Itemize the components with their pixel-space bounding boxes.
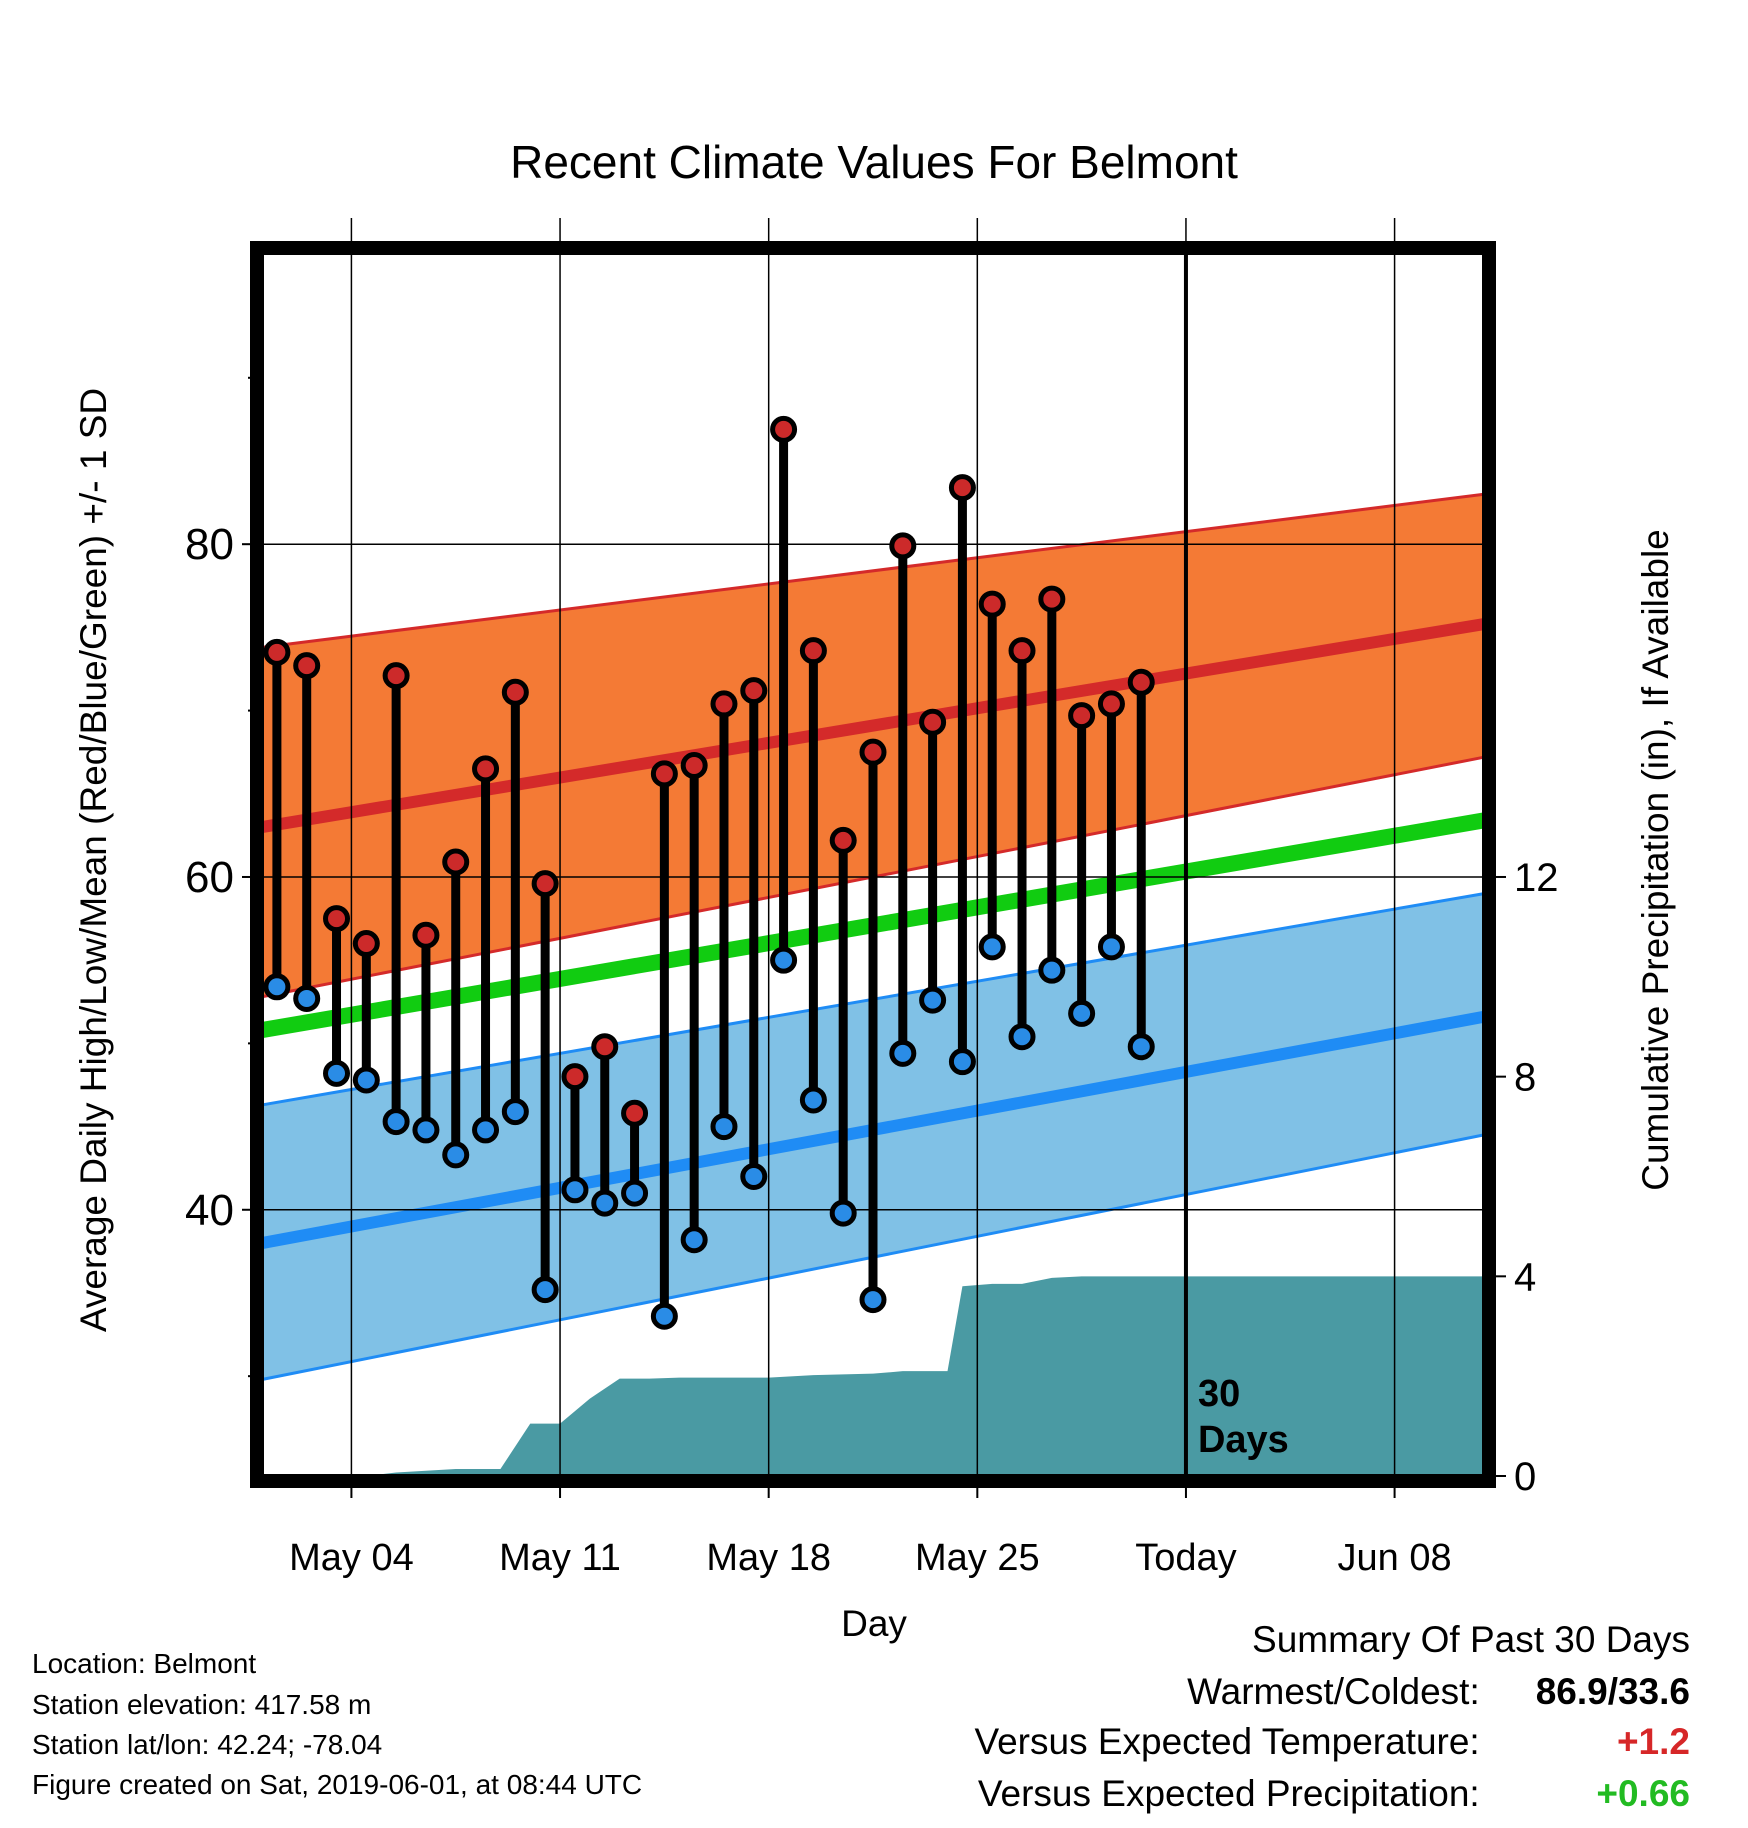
daily-high-point <box>1068 702 1096 730</box>
daily-low-point <box>323 1059 351 1087</box>
daily-high-point <box>442 848 470 876</box>
daily-high-point <box>293 652 321 680</box>
daily-high-point <box>412 921 440 949</box>
daily-low-point <box>710 1113 738 1141</box>
daily-high-point <box>561 1063 589 1091</box>
daily-high-point <box>1008 637 1036 665</box>
daily-high-point <box>591 1033 619 1061</box>
elevation-text: Station elevation: 417.58 m <box>32 1689 372 1720</box>
daily-low-point <box>293 984 321 1012</box>
daily-high-point <box>263 638 291 666</box>
y2-tick-label: 0 <box>1514 1455 1536 1499</box>
daily-high-point <box>799 637 827 665</box>
daily-low-point <box>770 946 798 974</box>
daily-low-point <box>799 1086 827 1114</box>
daily-low-point <box>740 1162 768 1190</box>
daily-high-point <box>1097 690 1125 718</box>
daily-low-point <box>1127 1033 1155 1061</box>
y-tick-label: 60 <box>185 853 234 902</box>
daily-low-point <box>382 1108 410 1136</box>
x-tick-label: Today <box>1135 1537 1236 1579</box>
latlon-text: Station lat/lon: 42.24; -78.04 <box>32 1729 383 1760</box>
daily-high-point <box>531 870 559 898</box>
created-text: Figure created on Sat, 2019-06-01, at 08… <box>32 1769 643 1800</box>
y2-tick-label: 4 <box>1514 1255 1536 1299</box>
daily-low-point <box>531 1276 559 1304</box>
daily-high-point <box>948 474 976 502</box>
daily-low-point <box>948 1048 976 1076</box>
precip-area <box>262 1276 1484 1476</box>
summary-warm-cold: Warmest/Coldest: 86.9/33.6 <box>1187 1670 1690 1714</box>
chart-title: Recent Climate Values For Belmont <box>510 136 1238 188</box>
daily-low-point <box>412 1116 440 1144</box>
daily-high-point <box>323 905 351 933</box>
precip-vs-expected-value: +0.66 <box>1596 1773 1690 1814</box>
x-tick-label: May 18 <box>706 1537 831 1579</box>
warm-cold-label: Warmest/Coldest: <box>1187 1671 1480 1712</box>
daily-low-point <box>621 1179 649 1207</box>
daily-low-point <box>561 1176 589 1204</box>
daily-low-point <box>1068 999 1096 1027</box>
daily-high-point <box>650 760 678 788</box>
daily-low-point <box>1097 933 1125 961</box>
daily-low-point <box>650 1302 678 1330</box>
summary-precip: Versus Expected Precipitation: +0.66 <box>978 1772 1690 1816</box>
daily-low-point <box>978 933 1006 961</box>
normal-high-line <box>261 618 1485 833</box>
daily-low-point <box>442 1141 470 1169</box>
temp-vs-expected-label: Versus Expected Temperature: <box>974 1721 1480 1762</box>
daily-high-point <box>770 415 798 443</box>
y2-tick-label: 12 <box>1514 856 1559 900</box>
daily-high-point <box>382 662 410 690</box>
x-tick-label: May 25 <box>915 1537 1040 1579</box>
daily-high-point <box>1038 585 1066 613</box>
y-tick-label: 80 <box>185 520 234 569</box>
daily-high-point <box>919 708 947 736</box>
daily-low-point <box>859 1286 887 1314</box>
daily-high-point <box>501 678 529 706</box>
daily-low-point <box>919 986 947 1014</box>
daily-low-point <box>263 973 291 1001</box>
daily-low-point <box>591 1189 619 1217</box>
daily-high-point <box>1127 668 1155 696</box>
x-tick-label: Jun 08 <box>1338 1537 1452 1579</box>
daily-low-point <box>889 1039 917 1067</box>
daily-high-point <box>829 826 857 854</box>
daily-high-point <box>472 755 500 783</box>
y2-tick-label: 8 <box>1514 1056 1536 1100</box>
y-axis-label: Average Daily High/Low/Mean (Red/Blue/Gr… <box>73 388 114 1332</box>
daily-low-point <box>1038 956 1066 984</box>
y2-axis-label: Cumulative Precipitation (in), If Availa… <box>1635 529 1676 1191</box>
temp-vs-expected-value: +1.2 <box>1616 1721 1690 1762</box>
summary-title: Summary Of Past 30 Days <box>1252 1619 1690 1660</box>
summary-temp: Versus Expected Temperature: +1.2 <box>974 1720 1690 1764</box>
x-axis-label: Day <box>841 1603 907 1644</box>
location-text: Location: Belmont <box>32 1648 257 1679</box>
daily-low-point <box>352 1066 380 1094</box>
daily-high-point <box>978 590 1006 618</box>
daily-high-point <box>740 677 768 705</box>
today-days-label: Days <box>1198 1419 1289 1461</box>
daily-high-point <box>352 930 380 958</box>
daily-high-point <box>680 751 708 779</box>
daily-low-point <box>501 1098 529 1126</box>
daily-low-point <box>472 1116 500 1144</box>
x-tick-label: May 11 <box>499 1537 621 1579</box>
daily-low-point <box>1008 1023 1036 1051</box>
precip-vs-expected-label: Versus Expected Precipitation: <box>977 1773 1480 1814</box>
plot-frame <box>250 241 1496 1488</box>
daily-high-point <box>621 1099 649 1127</box>
daily-high-point <box>710 690 738 718</box>
today-days-number: 30 <box>1198 1373 1240 1415</box>
y-tick-label: 40 <box>185 1186 234 1235</box>
x-tick-label: May 04 <box>289 1537 414 1579</box>
daily-low-point <box>680 1226 708 1254</box>
daily-low-point <box>829 1199 857 1227</box>
daily-high-point <box>889 532 917 560</box>
daily-high-point <box>859 738 887 766</box>
high-sd-upper-line <box>261 492 1485 649</box>
warm-cold-value: 86.9/33.6 <box>1535 1671 1690 1712</box>
